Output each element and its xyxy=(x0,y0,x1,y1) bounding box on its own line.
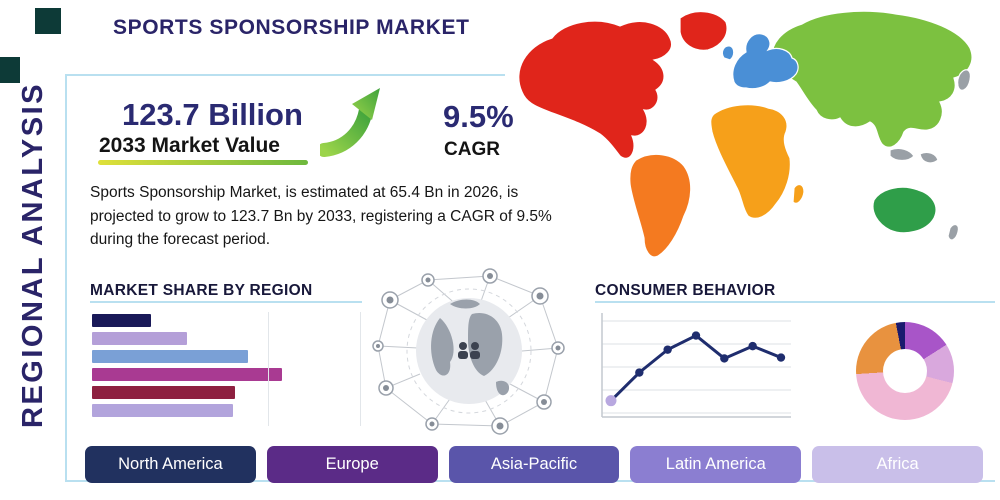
frame-line-left xyxy=(65,74,67,482)
bar-segment xyxy=(92,314,151,327)
trend-marker xyxy=(635,368,644,377)
region-united-kingdom xyxy=(721,45,735,61)
trend-marker xyxy=(605,395,617,407)
consumer-behavior-underline xyxy=(595,301,995,303)
side-label-regional-analysis: REGIONAL ANALYSIS xyxy=(17,82,49,428)
market-share-bar-chart xyxy=(92,314,282,426)
growth-arrow-icon xyxy=(320,88,380,157)
trend-marker xyxy=(748,341,757,351)
bar-segment xyxy=(92,350,248,363)
region-africa xyxy=(710,104,791,219)
bar-row xyxy=(92,386,282,399)
arrow-shaft xyxy=(320,103,373,157)
consumer-behavior-line-chart xyxy=(601,313,791,418)
market-value-highlight xyxy=(98,160,308,165)
globe-landmasses xyxy=(431,299,510,396)
cagr-label: CAGR xyxy=(444,139,500,160)
bar-row xyxy=(92,332,282,345)
arrow-head xyxy=(352,88,380,120)
region-south-america xyxy=(629,153,692,258)
trend-marker xyxy=(720,354,729,363)
world-map xyxy=(518,10,973,258)
region-north-america xyxy=(518,20,673,159)
region-europe xyxy=(732,33,799,90)
market-summary-text: Sports Sponsorship Market, is estimated … xyxy=(90,184,552,249)
consumer-behavior-title: CONSUMER BEHAVIOR xyxy=(595,282,776,299)
trend-marker xyxy=(691,331,701,340)
network-node-dots xyxy=(376,273,561,430)
bar-row xyxy=(92,368,282,381)
region-japan xyxy=(957,69,971,91)
region-buttons-row: North America Europe Asia-Pacific Latin Ame… xyxy=(85,446,983,483)
bar-row xyxy=(92,404,282,417)
market-value-label: 2033 Market Value xyxy=(99,134,280,157)
region-button-north-america[interactable]: North America xyxy=(85,446,256,483)
bar-chart-gridline xyxy=(360,312,361,426)
market-share-title: MARKET SHARE BY REGION xyxy=(90,282,313,299)
region-asia xyxy=(771,10,973,148)
bar-segment xyxy=(92,332,187,345)
frame-line-top xyxy=(65,74,505,76)
globe-orbit-ring xyxy=(406,288,532,414)
trend-marker xyxy=(776,353,786,362)
bar-segment xyxy=(92,386,235,399)
trend-marker xyxy=(663,345,672,354)
region-button-asia-pacific[interactable]: Asia-Pacific xyxy=(448,446,620,483)
region-australia xyxy=(872,186,937,234)
bar-chart-gridline xyxy=(268,312,269,426)
bar-row xyxy=(92,350,282,363)
globe-people-icons xyxy=(458,342,480,359)
region-button-africa[interactable]: Africa xyxy=(812,446,983,483)
cagr-value: 9.5% xyxy=(443,99,514,134)
market-share-underline xyxy=(90,301,362,303)
bar-segment xyxy=(92,368,282,381)
region-indonesia xyxy=(889,147,939,164)
region-greenland xyxy=(679,11,728,51)
region-button-latin-america[interactable]: Latin America xyxy=(630,446,802,483)
globe-network-graphic xyxy=(372,268,565,435)
region-new-zealand xyxy=(947,223,959,241)
decor-square-left xyxy=(0,57,20,83)
page-title: SPORTS SPONSORSHIP MARKET xyxy=(113,16,470,39)
bar-segment xyxy=(92,404,233,417)
market-value-2033: 123.7 Billion xyxy=(122,97,303,132)
decor-square-top xyxy=(35,8,61,34)
region-madagascar xyxy=(792,183,805,204)
bar-row xyxy=(92,314,282,327)
region-button-europe[interactable]: Europe xyxy=(266,446,438,483)
regional-donut-chart xyxy=(856,322,954,420)
